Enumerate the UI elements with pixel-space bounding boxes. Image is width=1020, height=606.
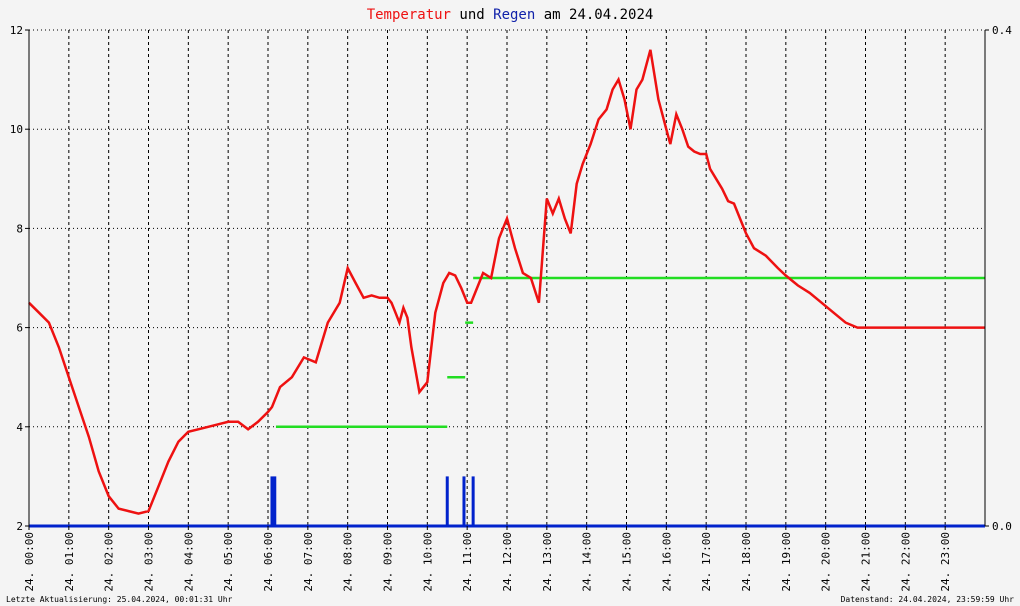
y-tick-label: 2 [16, 520, 23, 533]
x-tick-label: 24. 13:00 [541, 532, 554, 592]
rain-bar [273, 476, 277, 526]
y-tick-label: 8 [16, 222, 23, 235]
footer-right: Datenstand: 24.04.2024, 23:59:59 Uhr [841, 595, 1015, 604]
title-part-2: Regen [493, 7, 535, 23]
x-tick-label: 24. 06:00 [262, 532, 275, 592]
x-tick-label: 24. 08:00 [342, 532, 355, 592]
x-tick-label: 24. 19:00 [780, 532, 793, 592]
x-tick-label: 24. 00:00 [23, 532, 36, 592]
rain-bar [445, 476, 449, 526]
title-part-0: Temperatur [367, 7, 451, 23]
y-right-tick-label: 0.4 [992, 24, 1012, 37]
y-tick-label: 12 [10, 24, 23, 37]
x-tick-label: 24. 16:00 [660, 532, 673, 592]
x-tick-label: 24. 22:00 [899, 532, 912, 592]
x-tick-label: 24. 20:00 [820, 532, 833, 592]
title-part-1: und [451, 7, 493, 23]
rain-sum-series [275, 276, 985, 429]
x-tick-label: 24. 04:00 [182, 532, 195, 592]
x-tick-label: 24. 02:00 [103, 532, 116, 592]
x-tick-label: 24. 11:00 [461, 532, 474, 592]
x-axis: 24. 00:00 24. 01:00 24. 02:00 24. 03:00 24. … [23, 526, 952, 592]
y-axis-left: 2 4 6 8 10 12 [10, 24, 29, 533]
title-part-3: am 24.04.2024 [535, 7, 653, 23]
x-tick-label: 24. 17:00 [700, 532, 713, 592]
x-tick-label: 24. 12:00 [501, 532, 514, 592]
rain-bar [471, 476, 475, 526]
x-tick-label: 24. 07:00 [302, 532, 315, 592]
chart-title: Temperatur und Regen am 24.04.2024 [367, 7, 654, 23]
y-axis-right: 0.0 0.4 [985, 24, 1012, 533]
temperature-line [28, 49, 985, 515]
rain-bars [270, 476, 475, 526]
y-tick-label: 6 [16, 322, 23, 335]
x-tick-label: 24. 05:00 [222, 532, 235, 592]
x-tick-label: 24. 10:00 [421, 532, 434, 592]
x-tick-label: 24. 09:00 [382, 532, 395, 592]
footer-left: Letzte Aktualisierung: 25.04.2024, 00:01… [6, 595, 233, 604]
rain-bar [270, 476, 274, 526]
x-tick-label: 24. 01:00 [63, 532, 76, 592]
x-tick-label: 24. 21:00 [860, 532, 873, 592]
x-tick-label: 24. 18:00 [740, 532, 753, 592]
x-tick-label: 24. 15:00 [621, 532, 634, 592]
plot-frame [28, 29, 986, 526]
y-tick-label: 4 [16, 421, 23, 434]
x-tick-label: 24. 03:00 [143, 532, 156, 592]
rain-bar [462, 476, 466, 526]
y-tick-label: 10 [10, 123, 23, 136]
x-tick-label: 24. 23:00 [939, 532, 952, 592]
x-tick-label: 24. 14:00 [581, 532, 594, 592]
y-right-tick-label: 0.0 [992, 520, 1012, 533]
